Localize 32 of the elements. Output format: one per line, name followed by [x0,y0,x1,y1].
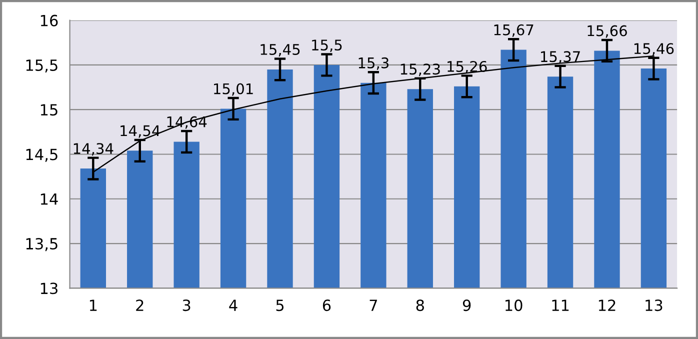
x-tick-label: 13 [646,300,662,312]
data-label: 14,34 [74,143,114,156]
data-label: 15,37 [541,51,580,64]
x-tick-label: 4 [229,300,238,311]
x-tick-label: 5 [276,300,284,312]
x-tick-label: 3 [182,300,190,312]
data-label: 15,45 [260,44,300,56]
x-tick-label: 2 [136,300,144,311]
x-tick-label: 10 [506,300,522,312]
x-tick-label: 1 [90,300,97,311]
data-label: 15,46 [634,43,674,56]
x-tick-label: 12 [598,300,616,311]
x-tick-label: 6 [322,300,331,312]
y-tick-label: 13,5 [26,238,58,252]
y-tick-label: 16 [40,14,58,26]
y-tick-label: 14,5 [26,148,58,162]
x-tick-label: 11 [552,300,569,311]
x-tick-label: 7 [370,300,377,311]
data-label: 15,67 [494,24,534,37]
data-label: 15,26 [448,60,487,74]
x-tick-label: 9 [462,300,471,312]
data-label: 15,5 [312,40,342,52]
y-tick-label: 15 [40,104,58,116]
y-tick-label: 13 [40,282,58,294]
data-label: 14,54 [120,125,160,138]
x-tick-label: 8 [416,300,424,312]
data-label: 15,66 [588,25,627,38]
data-label: 15,23 [400,64,440,76]
y-tick-label: 14 [40,194,58,205]
y-tick-label: 15,5 [26,60,58,73]
data-label: 15,3 [358,57,388,70]
data-label: 15,01 [214,83,253,96]
